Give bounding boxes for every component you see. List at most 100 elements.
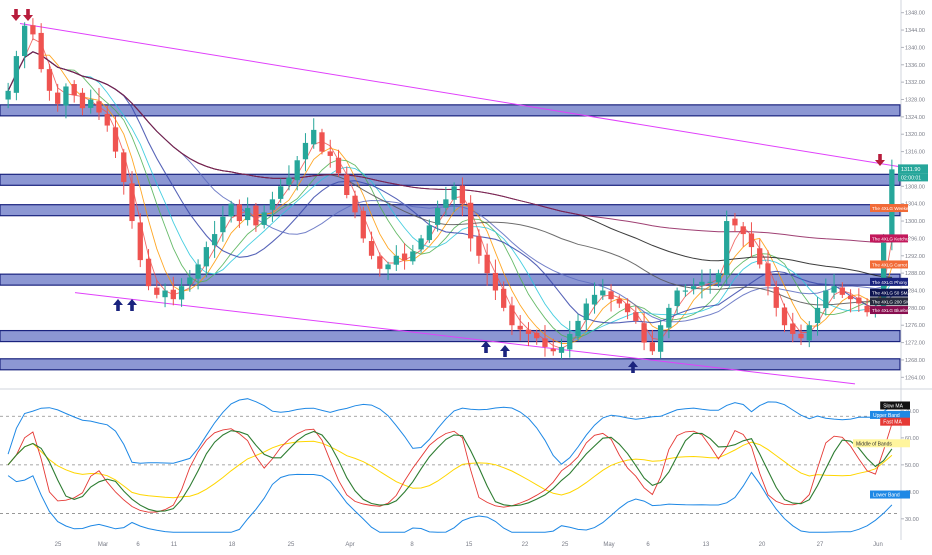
- candle: [319, 132, 325, 152]
- indicator-legend-text: Slow MA: [883, 403, 903, 409]
- price-tick-label: 1280.00: [905, 306, 925, 312]
- candle: [71, 84, 77, 96]
- price-tick-label: 1284.00: [905, 289, 925, 295]
- candle: [377, 256, 383, 269]
- x-tick-label: 20: [759, 542, 766, 548]
- price-tick-label: 1288.00: [905, 271, 925, 277]
- arrow-up-4: [500, 345, 510, 357]
- indicator-legend-tag: [870, 410, 910, 419]
- zone-3: [0, 273, 901, 286]
- candle: [302, 142, 309, 160]
- lower-band-line: [7, 471, 893, 533]
- candle: [517, 325, 523, 330]
- middle-band-line: [7, 440, 893, 499]
- candle: [732, 218, 738, 226]
- indicator-tick-label: 70.00: [905, 409, 919, 415]
- countdown-tag: [898, 173, 928, 182]
- x-tick-label: Jun: [873, 542, 883, 548]
- indicator-tick-label: 50.00: [905, 463, 919, 469]
- ma-fast-red: [7, 38, 893, 349]
- arrow-up-3: [481, 341, 491, 353]
- ma-cyan: [7, 51, 893, 334]
- candle: [236, 204, 243, 222]
- candle: [550, 348, 556, 352]
- candle: [790, 323, 796, 334]
- indicator-legend-tag: [870, 490, 910, 499]
- candle: [558, 346, 565, 353]
- candle: [203, 247, 209, 267]
- candle: [666, 307, 672, 328]
- upper-band-line: [7, 398, 893, 465]
- candle: [410, 251, 416, 262]
- candle: [245, 208, 251, 221]
- price-tick-label: 1344.00: [905, 28, 925, 34]
- candle: [170, 289, 176, 300]
- candle: [880, 242, 887, 308]
- candle: [220, 216, 226, 233]
- candle: [476, 236, 482, 256]
- candle: [253, 205, 259, 226]
- candle: [657, 325, 664, 352]
- candle: [104, 113, 110, 126]
- price-tick-label: 1272.00: [905, 341, 925, 347]
- candle: [534, 332, 540, 339]
- candle: [451, 186, 457, 200]
- candle: [798, 333, 804, 339]
- candle: [509, 305, 515, 326]
- candle: [434, 208, 441, 225]
- moving-averages: [7, 38, 893, 349]
- indicator-tick-label: 40.00: [905, 490, 919, 496]
- line-label-text: The 4XLG 50 SMA: [872, 291, 911, 296]
- candle: [261, 212, 267, 225]
- signal-arrows: [11, 9, 885, 373]
- candle: [691, 286, 697, 290]
- candle: [608, 291, 614, 300]
- candle: [847, 295, 854, 300]
- current-price-label: 1311.90: [901, 167, 920, 173]
- price-tick-label: 1316.00: [905, 150, 925, 156]
- candle: [88, 99, 94, 108]
- candle: [401, 253, 408, 261]
- zone-0: [0, 104, 901, 117]
- indicator-legend-text: Upper Band: [873, 413, 900, 419]
- candle: [748, 233, 755, 248]
- candle: [856, 297, 862, 304]
- price-tick-label: 1324.00: [905, 115, 925, 121]
- price-tick-label: 1300.00: [905, 219, 925, 225]
- candle: [228, 203, 234, 217]
- line-label-tag: [870, 288, 908, 297]
- candle: [154, 287, 160, 295]
- line-label-text: The 4XLG Weekend: [872, 206, 914, 211]
- candle: [707, 281, 713, 283]
- candle: [145, 258, 152, 287]
- price-tick-label: 1276.00: [905, 323, 925, 329]
- countdown-label: 02:00:01: [901, 175, 921, 181]
- candle: [864, 305, 870, 313]
- candle: [385, 264, 391, 270]
- x-tick-label: 8: [410, 542, 414, 548]
- candle: [195, 264, 201, 279]
- candle: [22, 25, 28, 57]
- candle: [121, 152, 127, 182]
- candle: [360, 210, 366, 239]
- line-label-text: The 4XLG Blueberry: [872, 308, 915, 313]
- candle: [393, 255, 399, 265]
- candle: [542, 338, 548, 347]
- candle: [591, 294, 598, 305]
- ma-green: [7, 51, 893, 339]
- candle: [682, 290, 689, 292]
- candle: [178, 286, 185, 300]
- candle: [426, 225, 432, 241]
- candle: [823, 290, 829, 309]
- price-tick-label: 1292.00: [905, 254, 925, 260]
- indicator-legend-tag: [880, 401, 910, 410]
- candle: [715, 273, 722, 283]
- price-tick-label: 1304.00: [905, 202, 925, 208]
- line-label-tag: [870, 306, 908, 315]
- candle: [484, 254, 490, 274]
- candle: [699, 281, 705, 286]
- x-tick-label: 15: [466, 542, 473, 548]
- candle: [55, 92, 61, 104]
- x-tick-label: 25: [288, 542, 295, 548]
- candle: [773, 287, 779, 308]
